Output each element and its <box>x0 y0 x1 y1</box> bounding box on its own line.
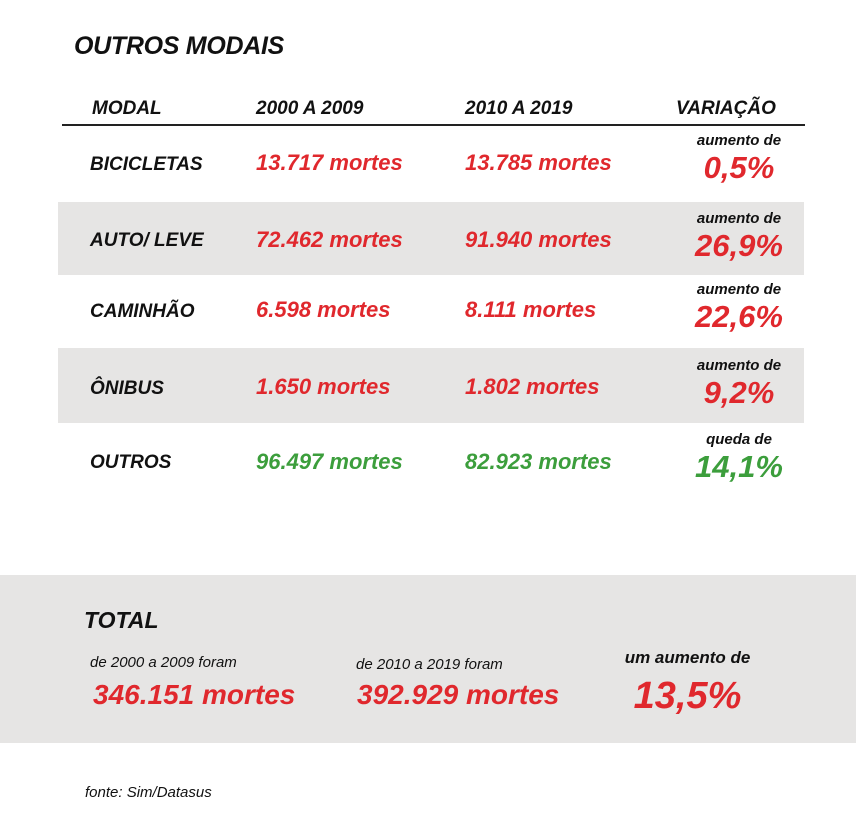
total-variation-percent: 13,5% <box>633 675 742 717</box>
variation-cell: aumento de 26,9% <box>628 210 850 264</box>
deaths-2000-2009: 96.497 mortes <box>256 449 403 474</box>
header-modal: MODAL <box>92 98 162 119</box>
variation-label: aumento de <box>696 132 782 149</box>
table-row: CAMINHÃO 6.598 mortes 8.111 mortes aumen… <box>58 275 804 348</box>
deaths-2010-2019: 91.940 mortes <box>465 227 612 252</box>
variation-percent: 9,2% <box>703 375 775 410</box>
variation-percent: 26,9% <box>695 228 783 263</box>
modal-name: OUTROS <box>90 452 172 473</box>
variation-label: aumento de <box>696 357 782 374</box>
modal-name: CAMINHÃO <box>90 301 195 322</box>
variation-label: aumento de <box>696 210 782 227</box>
variation-percent: 22,6% <box>695 299 783 334</box>
total-title: TOTAL <box>84 607 159 633</box>
variation-label: aumento de <box>696 281 782 298</box>
modal-name: BICICLETAS <box>90 154 203 175</box>
total-period-2-label: de 2010 a 2019 foram <box>356 656 503 673</box>
header-period-2: 2010 A 2019 <box>465 98 573 119</box>
total-period-1-label: de 2000 a 2009 foram <box>90 654 237 671</box>
deaths-2000-2009: 72.462 mortes <box>256 227 403 252</box>
variation-percent: 14,1% <box>695 449 783 484</box>
deaths-2010-2019: 13.785 mortes <box>465 150 612 175</box>
variation-cell: aumento de 9,2% <box>628 357 850 411</box>
deaths-2000-2009: 6.598 mortes <box>256 297 391 322</box>
source-note: fonte: Sim/Datasus <box>85 784 212 801</box>
deaths-2010-2019: 8.111 mortes <box>465 297 597 322</box>
variation-percent: 0,5% <box>703 150 775 185</box>
modal-name: AUTO/ LEVE <box>90 230 204 251</box>
header-period-1: 2000 A 2009 <box>256 98 364 119</box>
total-section: TOTAL de 2000 a 2009 foram 346.151 morte… <box>0 575 856 743</box>
variation-cell: queda de 14,1% <box>628 431 850 485</box>
table-row: ÔNIBUS 1.650 mortes 1.802 mortes aumento… <box>58 348 804 423</box>
header-rule <box>62 124 805 126</box>
page-title: OUTROS MODAIS <box>74 32 284 60</box>
table-row: BICICLETAS 13.717 mortes 13.785 mortes a… <box>58 126 804 202</box>
total-period-1-value: 346.151 mortes <box>93 679 296 710</box>
variation-label: queda de <box>706 431 772 448</box>
total-variation-label: um aumento de <box>624 648 751 667</box>
table-row: AUTO/ LEVE 72.462 mortes 91.940 mortes a… <box>58 202 804 275</box>
deaths-2000-2009: 13.717 mortes <box>256 150 403 175</box>
deaths-2010-2019: 82.923 mortes <box>465 449 612 474</box>
modal-name: ÔNIBUS <box>90 378 164 399</box>
table-row: OUTROS 96.497 mortes 82.923 mortes queda… <box>58 423 804 499</box>
variation-cell: aumento de 0,5% <box>628 132 850 186</box>
deaths-2000-2009: 1.650 mortes <box>256 374 391 399</box>
header-variation: VARIAÇÃO <box>676 98 776 119</box>
total-period-2-value: 392.929 mortes <box>357 679 560 710</box>
variation-cell: aumento de 22,6% <box>628 281 850 335</box>
deaths-2010-2019: 1.802 mortes <box>465 374 600 399</box>
